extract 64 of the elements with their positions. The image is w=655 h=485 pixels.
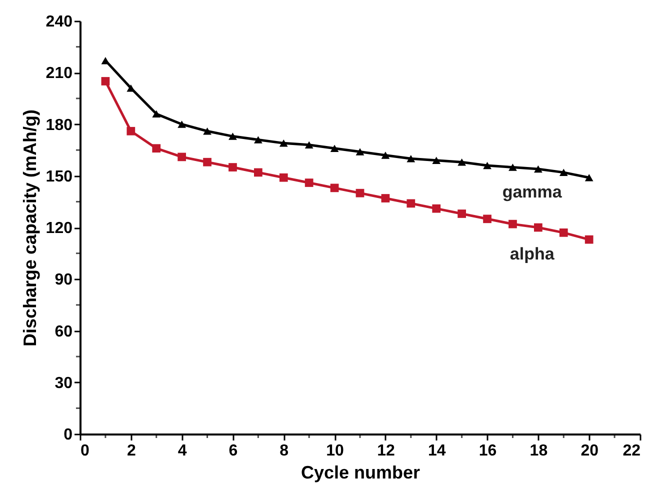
series-label: alpha: [510, 244, 555, 264]
point: [458, 210, 466, 218]
point: [559, 168, 568, 176]
point: [203, 128, 212, 135]
x-axis-title: Cycle number: [300, 462, 420, 482]
point: [254, 136, 262, 144]
x-tick-label: 22: [622, 442, 641, 460]
x-tick-label: 0: [80, 442, 90, 460]
point: [483, 162, 492, 170]
y-tick-label: 120: [46, 220, 73, 237]
point: [381, 194, 390, 202]
point: [584, 235, 594, 244]
series-label: gamma: [502, 182, 562, 202]
y-tick-label: 210: [46, 65, 73, 82]
point: [101, 56, 110, 64]
y-axis-title: Discharge capacity (mAh/g): [20, 109, 40, 347]
x-tick-label: 18: [530, 442, 548, 460]
point: [126, 126, 136, 136]
point: [508, 164, 517, 171]
point: [101, 77, 110, 86]
y-tick-label: 30: [54, 374, 73, 392]
x-tick-label: 20: [580, 442, 599, 460]
point: [228, 163, 237, 172]
point: [406, 199, 416, 208]
point: [584, 174, 594, 182]
point: [559, 228, 568, 237]
x-tick-label: 2: [126, 442, 136, 460]
point: [534, 165, 542, 173]
point: [356, 148, 364, 156]
point: [508, 220, 517, 228]
point: [432, 204, 441, 213]
point: [534, 223, 542, 232]
x-tick-label: 16: [478, 442, 497, 460]
point: [330, 184, 339, 192]
point: [279, 173, 288, 182]
x-tick-label: 6: [228, 442, 238, 460]
point: [203, 158, 212, 166]
x-tick-label: 4: [178, 442, 187, 460]
y-tick-label: 90: [54, 272, 73, 289]
point: [178, 120, 186, 128]
point: [356, 188, 364, 198]
point: [483, 214, 492, 224]
point: [330, 144, 339, 152]
point: [304, 178, 314, 187]
point: [458, 158, 466, 166]
x-tick-label: 14: [428, 442, 446, 460]
x-tick-label: 12: [377, 442, 395, 460]
point: [406, 155, 416, 162]
y-tick-label: 0: [64, 426, 73, 444]
point: [152, 110, 161, 118]
x-tick-label: 10: [326, 442, 344, 460]
point: [432, 156, 441, 164]
point: [152, 144, 161, 153]
x-tick-label: 8: [280, 442, 289, 460]
y-tick-label: 180: [46, 116, 73, 134]
point: [178, 152, 186, 162]
point: [279, 140, 288, 147]
y-tick-label: 150: [46, 168, 73, 186]
y-tick-label: 60: [54, 323, 73, 340]
point: [254, 168, 262, 177]
point: [228, 132, 237, 140]
point: [304, 141, 314, 149]
y-tick-label: 240: [46, 14, 73, 30]
point: [381, 152, 390, 159]
